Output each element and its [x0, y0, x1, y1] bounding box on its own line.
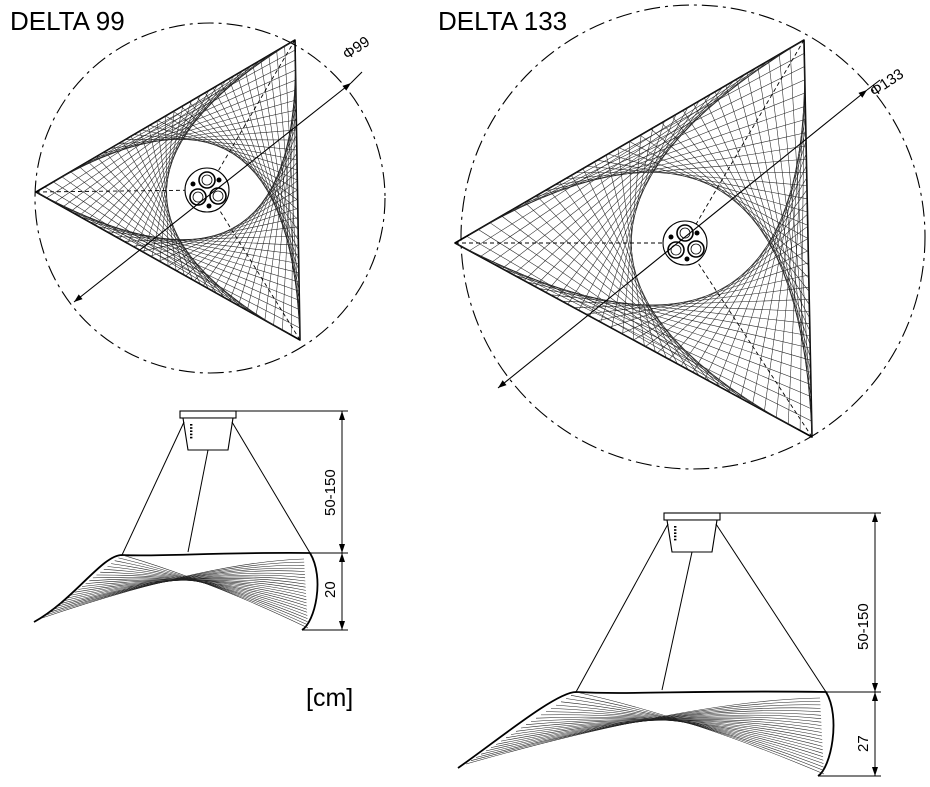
- light-spot: [667, 241, 685, 259]
- light-spot-lens: [201, 174, 213, 186]
- vent-slot: [674, 526, 677, 528]
- light-spot: [198, 171, 216, 189]
- shade-outline: [454, 39, 813, 438]
- suspension-wire: [575, 523, 669, 693]
- units-label: [cm]: [306, 684, 354, 712]
- delta-133-top-view: [454, 4, 926, 470]
- outer-diameter-circle: [34, 22, 386, 374]
- driver-housing: [666, 519, 718, 553]
- diameter-dimension-line: [73, 82, 352, 303]
- suspension-wire: [187, 449, 209, 553]
- hanging-wire-dashed: [684, 242, 813, 438]
- cord-lines: [454, 39, 813, 438]
- light-spot-lens: [690, 243, 702, 255]
- dimension-arrow: [342, 83, 351, 91]
- shade-outline: [35, 39, 301, 341]
- screw-dot: [190, 181, 196, 187]
- light-spot: [209, 187, 227, 205]
- delta-99-suspension-label: 50-150: [322, 469, 339, 516]
- vent-slot: [190, 433, 193, 436]
- screw-dot: [216, 177, 222, 183]
- outer-diameter-circle: [460, 4, 926, 470]
- shade-outline: [457, 690, 835, 777]
- dimension-arrow: [872, 513, 878, 522]
- cord-lines: [465, 691, 825, 775]
- screw-dot: [694, 230, 700, 236]
- dimension-arrow: [858, 90, 867, 98]
- hanging-wire-dashed: [684, 39, 805, 244]
- screw-dot: [206, 203, 212, 209]
- diameter-dimension-line: [497, 89, 868, 389]
- vent-slot: [190, 436, 193, 439]
- suspension-wire: [715, 523, 827, 693]
- diameter-leader-line: [866, 79, 881, 91]
- dimension-arrow: [339, 544, 345, 553]
- delta-133-title: DELTA 133: [438, 6, 568, 36]
- delta-99-title: DELTA 99: [10, 6, 125, 36]
- hanging-wire-dashed: [206, 189, 301, 341]
- light-spot: [189, 188, 207, 206]
- hanging-wire-dashed: [35, 189, 208, 193]
- vent-slot: [674, 538, 677, 541]
- light-spot-lens: [212, 190, 224, 202]
- dimension-arrow: [872, 767, 878, 776]
- delta-99-height-label: 20: [322, 581, 339, 598]
- light-spot-lens: [192, 191, 204, 203]
- vent-slot: [674, 535, 677, 538]
- vent-slot: [674, 529, 677, 531]
- light-spot-lens: [670, 244, 682, 256]
- delta-99-diameter-label: Φ99: [340, 33, 373, 63]
- delta-133-diameter-label: Φ133: [867, 66, 907, 101]
- vent-slot: [674, 532, 677, 534]
- dimension-arrow: [872, 683, 878, 692]
- delta-133-suspension-label: 50-150: [855, 603, 872, 650]
- vent-slot: [190, 424, 193, 426]
- dimension-arrow: [339, 553, 345, 562]
- light-spot: [676, 224, 694, 242]
- vent-slot: [190, 430, 193, 432]
- driver-housing: [182, 417, 234, 451]
- delta-99-top-view: [34, 22, 386, 374]
- shade-outline: [33, 551, 319, 631]
- screw-dot: [684, 256, 690, 262]
- ceiling-canopy: [179, 410, 237, 419]
- diameter-leader-line: [350, 71, 363, 84]
- suspension-wire: [121, 421, 185, 556]
- dimension-arrow: [339, 621, 345, 630]
- hanging-wire-dashed: [206, 39, 296, 191]
- cord-lines: [41, 554, 309, 629]
- delta-133-height-label: 27: [855, 735, 872, 752]
- dimension-arrow: [339, 411, 345, 420]
- vent-slot: [190, 427, 193, 429]
- dimension-arrow: [74, 294, 83, 302]
- cord-lines: [35, 39, 301, 341]
- suspension-wire: [231, 421, 311, 554]
- screw-dot: [668, 234, 674, 240]
- dimension-arrow: [872, 692, 878, 701]
- delta-99-side-view: [33, 410, 348, 631]
- delta-133-side-view: [457, 512, 881, 777]
- light-spot: [687, 240, 705, 258]
- ceiling-canopy: [663, 512, 721, 521]
- suspension-wire: [661, 551, 693, 691]
- dimension-arrow: [498, 380, 507, 388]
